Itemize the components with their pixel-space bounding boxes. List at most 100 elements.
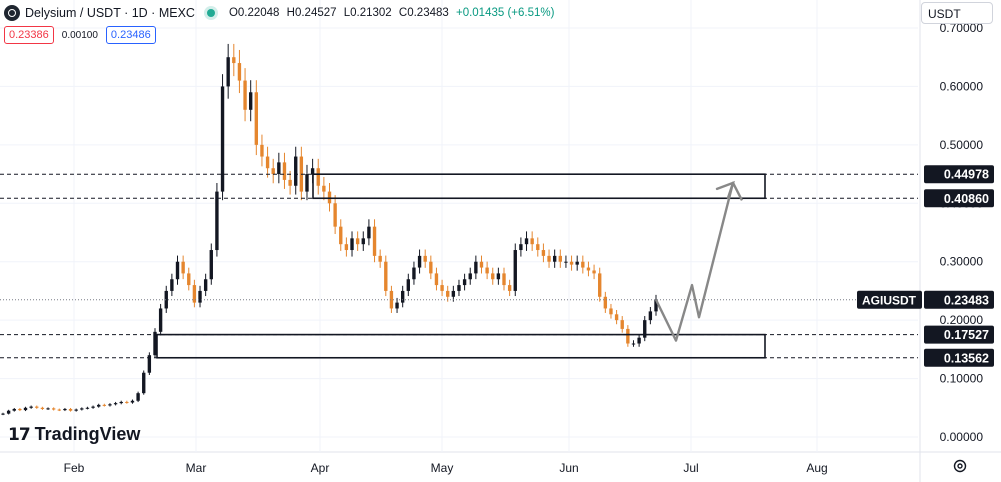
candle-body (232, 57, 236, 64)
spread-value: 0.00100 (61, 29, 98, 41)
symbol-header: Delysium / USDT · 1D · MEXC O0.22048 H0.… (4, 2, 558, 24)
y-tick-label: 0.20000 (940, 313, 984, 327)
level-price-tag (924, 348, 994, 367)
candle-body (305, 174, 309, 192)
candle-body (260, 144, 264, 157)
candle-body (40, 407, 45, 409)
candle-body (620, 320, 624, 329)
ohlc-values: O0.22048 H0.24527 L0.21302 C0.23483 +0.0… (229, 7, 559, 19)
candle-body (29, 406, 33, 408)
candle-body (558, 255, 562, 262)
candle-body (51, 408, 56, 410)
y-tick-label: 0.00000 (940, 430, 984, 444)
candle-body (282, 162, 287, 180)
symbol-title[interactable]: Delysium / USDT · 1D · MEXC (25, 6, 195, 20)
candle-body (400, 290, 405, 303)
candle-body (68, 408, 73, 411)
zone-rectangle (156, 333, 766, 359)
candle-body (243, 80, 247, 110)
candle-body (479, 261, 484, 268)
candle-body (18, 408, 22, 411)
candle-body (175, 261, 180, 280)
gear-icon[interactable] (952, 458, 968, 474)
candle-body (626, 328, 630, 344)
candle-body (215, 191, 219, 251)
tradingview-logo[interactable]: 17 TradingView (8, 424, 140, 445)
level-lines (0, 173, 918, 359)
x-tick-label: Aug (806, 461, 827, 475)
candle-body (142, 372, 146, 394)
last-price-label: 0.23483 (944, 293, 989, 307)
candle-body (147, 355, 152, 373)
candle-body (361, 238, 365, 245)
candle-body (519, 244, 523, 251)
candle-body (637, 337, 641, 344)
candle-body (6, 410, 11, 414)
candle-body (569, 261, 574, 265)
candle-body (513, 250, 517, 291)
candle-body (119, 401, 123, 404)
candle-body (130, 400, 135, 403)
candle-body (603, 296, 608, 309)
candle-body (485, 267, 489, 274)
candle-body (648, 311, 653, 321)
candle-body (113, 403, 118, 405)
y-tick-label: 0.30000 (940, 255, 984, 269)
candle-body (158, 308, 163, 332)
y-tick-label: 0.60000 (940, 79, 984, 93)
candle-body (1, 413, 5, 415)
candle-body (12, 408, 16, 411)
candle-body (530, 238, 534, 245)
price-axis: 0.000000.100000.200000.300000.400000.500… (940, 21, 984, 444)
candle-body (434, 273, 439, 286)
candle-body (316, 168, 320, 186)
candle-body (384, 261, 388, 291)
candle-body (187, 273, 191, 286)
price-tags: 0.44978 0.40860 0.17527 0.13562 AGIUSDT 0.234… (857, 165, 994, 367)
candle-body (462, 279, 467, 286)
candle-body (288, 179, 292, 186)
candle-body (609, 308, 613, 315)
candle-body (327, 191, 332, 204)
level-price-label: 0.44978 (944, 168, 989, 182)
candle-body (429, 261, 433, 274)
currency-selector[interactable]: USDT (921, 2, 993, 24)
market-status-icon (206, 9, 215, 17)
candle-body (277, 162, 281, 175)
candle-body (406, 279, 410, 291)
candlestick-series (1, 43, 658, 416)
candle-body (265, 156, 270, 169)
candle-body (271, 168, 275, 175)
candle-body (97, 404, 101, 407)
x-tick-label: Apr (311, 461, 330, 475)
candle-body (592, 270, 596, 274)
candle-body (170, 279, 174, 291)
x-tick-label: Jul (683, 461, 698, 475)
x-tick-label: Mar (186, 461, 207, 475)
candle-body (502, 273, 506, 286)
candle-body (203, 279, 208, 291)
candle-body (536, 244, 540, 251)
candle-body (192, 285, 197, 303)
candle-body (344, 244, 349, 251)
candle-body (412, 267, 416, 280)
candle-body (457, 285, 461, 291)
candle-body (581, 261, 585, 268)
candle-body (74, 409, 78, 411)
candle-body (63, 408, 67, 411)
candle-body (355, 238, 360, 245)
candle-body (237, 63, 242, 81)
candle-body (164, 290, 168, 309)
candle-body (564, 261, 568, 263)
buy-button[interactable]: 0.23486 (105, 26, 156, 44)
candle-body (468, 273, 472, 280)
candle-body (333, 203, 337, 227)
candle-body (220, 86, 225, 192)
candle-body (209, 250, 213, 280)
x-tick-label: Jun (559, 461, 578, 475)
candle-body (524, 238, 529, 245)
candle-body (378, 255, 382, 262)
candle-body (507, 285, 512, 291)
sell-button[interactable]: 0.23386 (4, 26, 54, 44)
